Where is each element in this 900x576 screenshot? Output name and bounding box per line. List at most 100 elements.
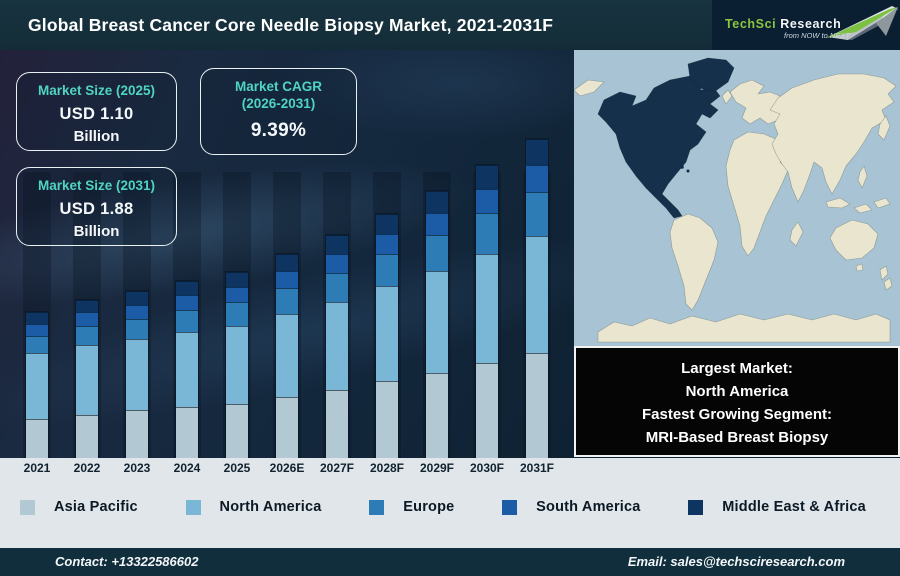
- bar-segment-north-america: [176, 332, 198, 407]
- map-new-zealand: [879, 265, 889, 281]
- bar-segment-asia-pacific: [126, 410, 148, 458]
- bar-segment-north-america: [76, 345, 98, 415]
- bar-segment-asia-pacific: [76, 415, 98, 458]
- bar-segment-middle-east-africa: [426, 191, 448, 213]
- bar-segment-middle-east-africa: [176, 281, 198, 295]
- legend-swatch-middle-east-africa: [688, 499, 704, 515]
- world-map: [573, 50, 900, 346]
- stat-card-market-size-2025: Market Size (2025) USD 1.10 Billion: [16, 72, 177, 151]
- bar-segment-europe: [326, 273, 348, 302]
- bar-segment-north-america: [526, 236, 548, 353]
- x-axis-label-2031f: 2031F: [519, 461, 555, 475]
- x-axis-label-2023: 2023: [123, 461, 151, 475]
- stacked-bar: [425, 190, 449, 458]
- bar-segment-south-america: [326, 254, 348, 273]
- logo: TechSci Research from NOW to NEXT: [712, 0, 900, 50]
- stat-value: USD 1.10: [59, 105, 134, 123]
- bar-segment-europe: [526, 192, 548, 236]
- bar-segment-middle-east-africa: [476, 165, 498, 189]
- bar-segment-north-america: [476, 254, 498, 363]
- fastest-segment-value: MRI-Based Breast Biopsy: [645, 429, 829, 446]
- x-axis-label-2022: 2022: [73, 461, 101, 475]
- map-new-zealand: [883, 277, 893, 291]
- stat-card-market-cagr: Market CAGR (2026-2031) 9.39%: [200, 68, 357, 155]
- map-north-america-highlight: [597, 75, 721, 219]
- bar-segment-europe: [176, 310, 198, 332]
- stacked-bar: [75, 299, 99, 458]
- x-axis-label-2028f: 2028F: [369, 461, 405, 475]
- x-axis-label-2021: 2021: [23, 461, 51, 475]
- map-indonesia: [853, 203, 873, 214]
- bar-segment-europe: [276, 288, 298, 314]
- map-caribbean: [680, 165, 684, 169]
- legend-item-middle-east-africa: Middle East & Africa: [688, 499, 866, 515]
- bar-segment-south-america: [126, 305, 148, 319]
- bar-2028f: [362, 213, 412, 458]
- bar-segment-north-america: [326, 302, 348, 390]
- stacked-bar: [325, 234, 349, 458]
- x-axis-label-2030f: 2030F: [469, 461, 505, 475]
- bar-segment-south-america: [426, 213, 448, 235]
- bar-segment-europe: [26, 336, 48, 353]
- x-axis-label-2029f: 2029F: [419, 461, 455, 475]
- bar-2027f: [312, 234, 362, 458]
- stat-card-market-size-2031: Market Size (2031) USD 1.88 Billion: [16, 167, 177, 246]
- map-antarctica: [597, 313, 891, 343]
- stat-label: Market Size (2025): [37, 83, 156, 98]
- bar-segment-europe: [426, 235, 448, 271]
- footer-bar: Contact: +13322586602 Email: sales@techs…: [0, 548, 900, 576]
- x-axis-label-2027f: 2027F: [319, 461, 355, 475]
- map-madagascar: [789, 221, 804, 247]
- bar-segment-north-america: [126, 339, 148, 410]
- legend-item-asia-pacific: Asia Pacific: [20, 499, 138, 515]
- legend-item-europe: Europe: [369, 499, 454, 515]
- bar-segment-north-america: [276, 314, 298, 397]
- x-axis-label-2024: 2024: [173, 461, 201, 475]
- bar-segment-south-america: [276, 271, 298, 288]
- bar-segment-north-america: [426, 271, 448, 373]
- bar-segment-asia-pacific: [526, 353, 548, 458]
- contact-phone: Contact: +13322586602: [55, 554, 199, 569]
- legend-label-north-america: North America: [219, 499, 322, 515]
- map-philippines: [857, 165, 868, 189]
- bar-segment-north-america: [376, 286, 398, 381]
- legend-label-asia-pacific: Asia Pacific: [54, 499, 138, 515]
- map-ne-russia: [573, 79, 605, 97]
- bar-2021: [12, 311, 62, 458]
- logo-arrow-icon: [826, 6, 898, 40]
- bar-segment-south-america: [526, 165, 548, 192]
- bar-2024: [162, 280, 212, 458]
- stacked-bar-chart: [12, 138, 562, 458]
- bar-segment-middle-east-africa: [376, 214, 398, 234]
- bar-segment-europe: [476, 213, 498, 254]
- legend-item-south-america: South America: [502, 499, 640, 515]
- bar-segment-middle-east-africa: [26, 312, 48, 324]
- bar-segment-middle-east-africa: [276, 254, 298, 271]
- largest-market-value: North America: [685, 383, 789, 400]
- bar-2022: [62, 299, 112, 458]
- bar-segment-middle-east-africa: [526, 139, 548, 165]
- stat-label: (2026-2031): [241, 96, 316, 111]
- market-highlights-box: Largest Market: North America Fastest Gr…: [574, 346, 900, 457]
- legend-label-south-america: South America: [536, 499, 641, 515]
- map-australia: [829, 219, 879, 261]
- map-greenland-highlight: [687, 57, 735, 93]
- page-title: Global Breast Cancer Core Needle Biopsy …: [28, 15, 554, 35]
- brand-research: Research: [780, 17, 842, 31]
- legend-label-europe: Europe: [403, 499, 455, 515]
- bar-segment-europe: [226, 302, 248, 326]
- bar-2031f: [512, 138, 562, 458]
- bar-segment-europe: [126, 319, 148, 339]
- x-axis-label-2025: 2025: [223, 461, 251, 475]
- stacked-bar: [525, 138, 549, 458]
- bar-segment-europe: [76, 326, 98, 345]
- bar-segment-north-america: [226, 326, 248, 404]
- chart-area: Market Size (2025) USD 1.10 Billion Mark…: [0, 50, 574, 458]
- bar-segment-south-america: [476, 189, 498, 213]
- bar-segment-south-america: [376, 234, 398, 254]
- stacked-bar: [175, 280, 199, 458]
- legend-item-north-america: North America: [185, 499, 322, 515]
- x-axis: 2021 2022 2023 2024 2025 2026E 2027F 2028F 2029F…: [12, 461, 562, 475]
- stat-value: 9.39%: [250, 120, 307, 141]
- bar-2023: [112, 290, 162, 458]
